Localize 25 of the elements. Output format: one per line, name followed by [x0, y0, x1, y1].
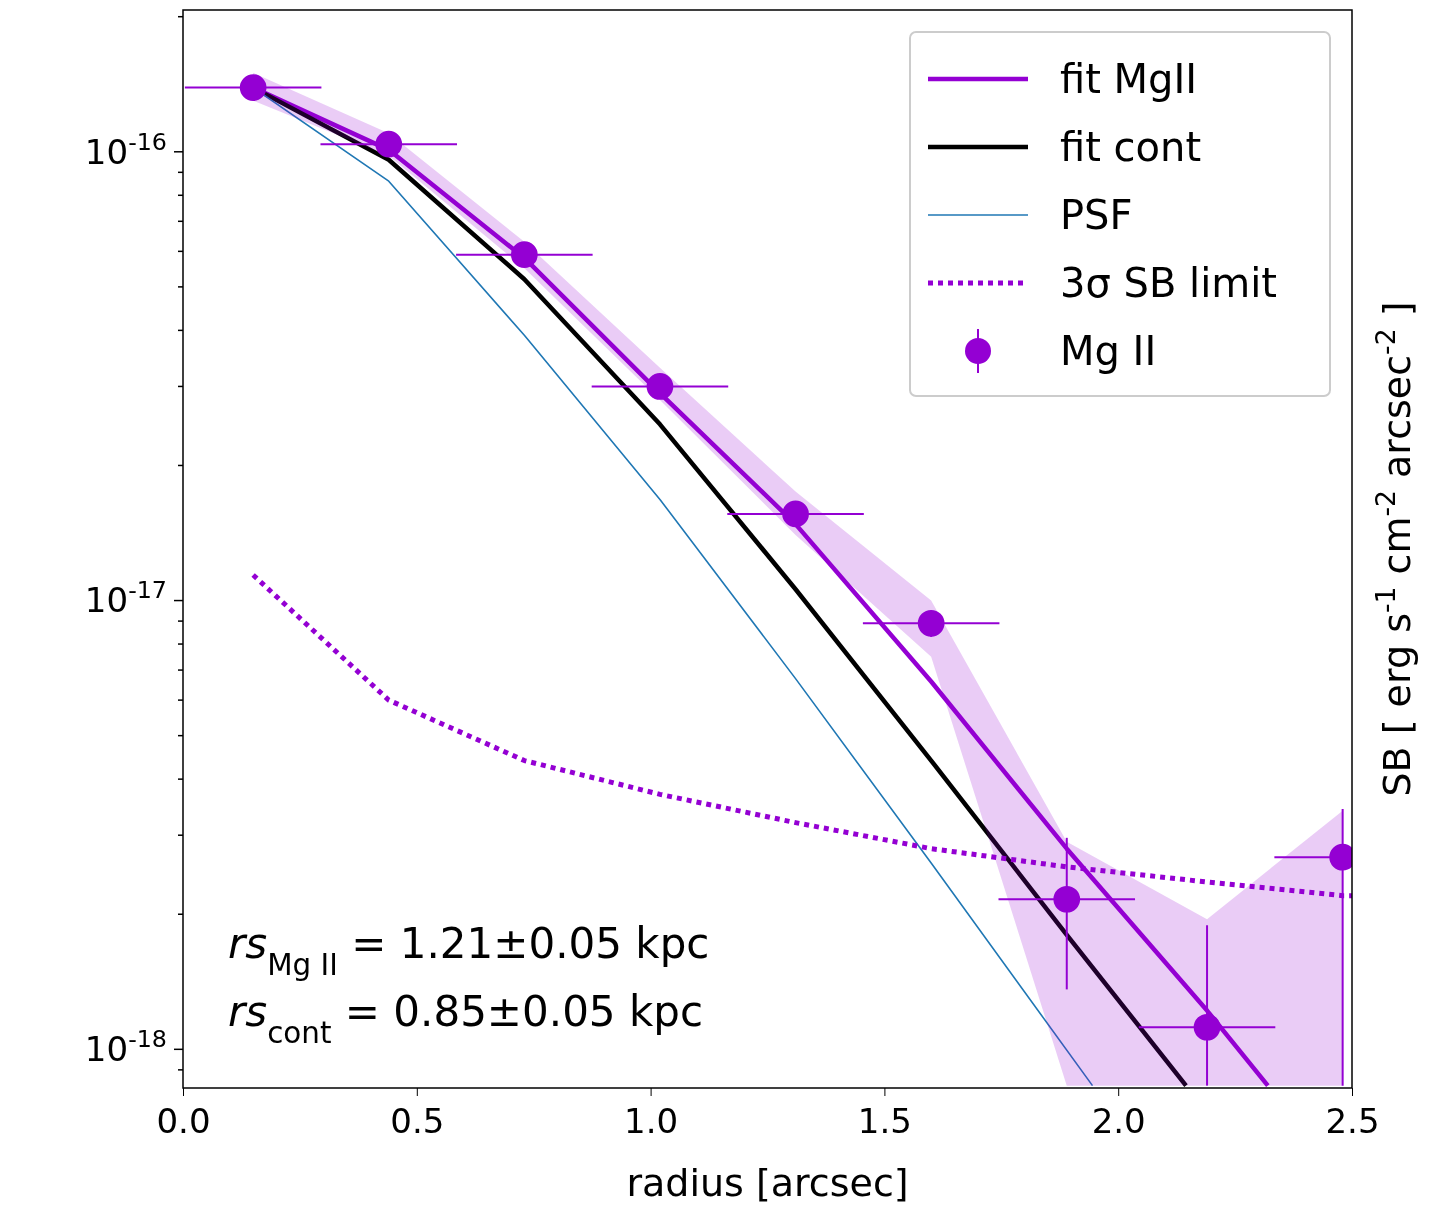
legend-label: 3σ SB limit	[1060, 260, 1278, 306]
legend-label: Mg II	[1060, 328, 1157, 374]
point	[646, 373, 674, 400]
legend-label: fit MgII	[1060, 56, 1198, 102]
x-tick-label: 2.0	[1091, 1101, 1146, 1141]
y-tick-label: 10$^{-16}$	[84, 127, 167, 172]
annotation: rs$_{cont}$ = 0.85±0.05 kpc	[228, 987, 703, 1050]
y-tick-label: 10$^{-17}$	[84, 576, 167, 621]
y-tick-label: 10$^{-18}$	[84, 1025, 167, 1070]
legend-label: fit cont	[1060, 124, 1202, 170]
x-tick-label: 1.5	[857, 1101, 912, 1141]
legend-label: PSF	[1060, 192, 1133, 238]
x-tick-label: 1.0	[624, 1101, 679, 1141]
x-tick-label: 0.5	[390, 1101, 445, 1141]
x-tick-label: 2.5	[1325, 1101, 1380, 1141]
x-tick-label: 0.0	[156, 1101, 211, 1141]
point	[375, 130, 403, 158]
point	[917, 609, 945, 637]
point	[239, 74, 267, 101]
point	[1053, 885, 1081, 913]
x-axis-title: radius [arcsec]	[626, 1161, 909, 1205]
annotation: rs$_{Mg II}$ = 1.21±0.05 kpc	[228, 919, 710, 982]
point	[1193, 1013, 1221, 1041]
point	[511, 241, 538, 268]
point	[782, 500, 809, 528]
